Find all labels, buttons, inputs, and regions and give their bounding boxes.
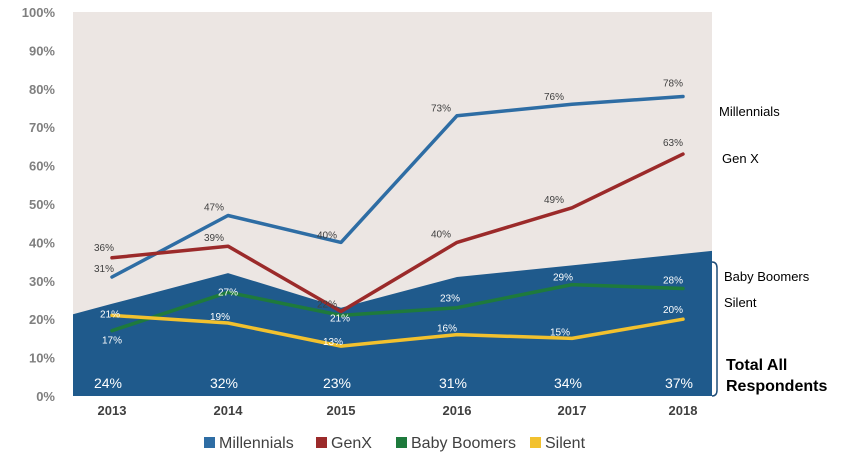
data-label-baby-boomers: 29%: [553, 273, 573, 284]
data-label-baby-boomers: 28%: [663, 275, 683, 286]
legend-label-genx: GenX: [331, 435, 372, 452]
x-tick-label: 2018: [669, 403, 698, 418]
data-label-genx: 22%: [317, 300, 337, 311]
data-label-genx: 63%: [663, 138, 683, 149]
legend-swatch-genx: [316, 437, 327, 448]
data-label-baby-boomers: 23%: [440, 294, 460, 305]
side-label-total-line1: Total All: [726, 357, 787, 374]
area-data-label: 32%: [210, 375, 238, 391]
data-label-millennials: 78%: [663, 78, 683, 89]
series-line-genx: [110, 152, 685, 314]
area-data-label: 24%: [94, 375, 122, 391]
side-label-genx: Gen X: [722, 151, 759, 166]
x-tick-label: 2016: [443, 403, 472, 418]
legend-swatch-silent: [530, 437, 541, 448]
data-label-baby-boomers: 21%: [330, 313, 350, 324]
data-label-baby-boomers: 27%: [218, 287, 238, 298]
data-label-silent: 20%: [663, 305, 683, 316]
x-tick-label: 2015: [327, 403, 356, 418]
x-tick-label: 2017: [558, 403, 587, 418]
data-label-silent: 21%: [100, 309, 120, 320]
y-tick-label: 100%: [22, 5, 56, 20]
area-data-label: 37%: [665, 375, 693, 391]
data-label-silent: 19%: [210, 312, 230, 323]
series-line-millennials: [110, 94, 685, 279]
data-label-millennials: 76%: [544, 92, 564, 103]
legend-label-silent: Silent: [545, 435, 586, 452]
y-tick-label: 70%: [29, 120, 55, 135]
data-label-genx: 40%: [431, 229, 451, 240]
data-label-silent: 15%: [550, 327, 570, 338]
y-tick-label: 90%: [29, 43, 55, 58]
legend-swatch-millennials: [204, 437, 215, 448]
data-label-genx: 39%: [204, 233, 224, 244]
y-tick-label: 40%: [29, 235, 55, 250]
data-label-genx: 49%: [544, 195, 564, 206]
data-label-silent: 16%: [437, 324, 457, 335]
area-data-label: 34%: [554, 375, 582, 391]
data-label-millennials: 73%: [431, 104, 451, 115]
data-label-baby-boomers: 17%: [102, 336, 122, 347]
legend-swatch-baby-boomers: [396, 437, 407, 448]
side-label-boomers: Baby Boomers: [724, 269, 810, 284]
data-label-millennials: 47%: [204, 203, 224, 214]
area-data-label: 31%: [439, 375, 467, 391]
series-line-baby-boomers: [110, 282, 685, 333]
y-tick-label: 80%: [29, 82, 55, 97]
x-tick-label: 2014: [214, 403, 244, 418]
side-label-millennials: Millennials: [719, 104, 780, 119]
series-line-silent: [110, 313, 685, 348]
data-label-millennials: 31%: [94, 264, 114, 275]
y-tick-label: 20%: [29, 312, 55, 327]
y-tick-label: 30%: [29, 274, 55, 289]
legend-label-millennials: Millennials: [219, 435, 294, 452]
side-label-silent: Silent: [724, 295, 757, 310]
data-label-genx: 36%: [94, 243, 114, 254]
y-tick-label: 50%: [29, 197, 55, 212]
area-data-label: 23%: [323, 375, 351, 391]
y-tick-label: 60%: [29, 159, 55, 174]
y-tick-label: 10%: [29, 351, 55, 366]
data-label-millennials: 40%: [317, 230, 337, 241]
data-label-silent: 13%: [323, 337, 343, 348]
side-label-total-line2: Respondents: [726, 378, 827, 395]
x-tick-label: 2013: [98, 403, 127, 418]
bracket: [711, 261, 718, 397]
y-tick-label: 0%: [36, 389, 55, 404]
legend-label-baby-boomers: Baby Boomers: [411, 435, 516, 452]
